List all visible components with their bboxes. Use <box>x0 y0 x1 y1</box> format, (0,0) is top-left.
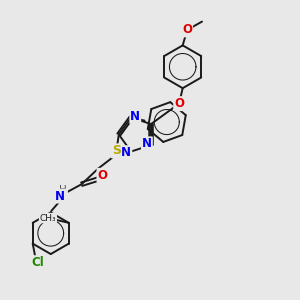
Text: N: N <box>55 190 65 202</box>
Text: O: O <box>98 169 107 182</box>
Text: S: S <box>112 144 121 158</box>
Text: N: N <box>130 110 140 123</box>
Text: N: N <box>122 146 131 159</box>
Text: CH₃: CH₃ <box>40 214 56 223</box>
Text: O: O <box>182 23 192 36</box>
Text: O: O <box>174 97 184 110</box>
Text: N: N <box>142 137 152 150</box>
Text: H: H <box>59 185 67 195</box>
Text: Cl: Cl <box>32 256 44 269</box>
